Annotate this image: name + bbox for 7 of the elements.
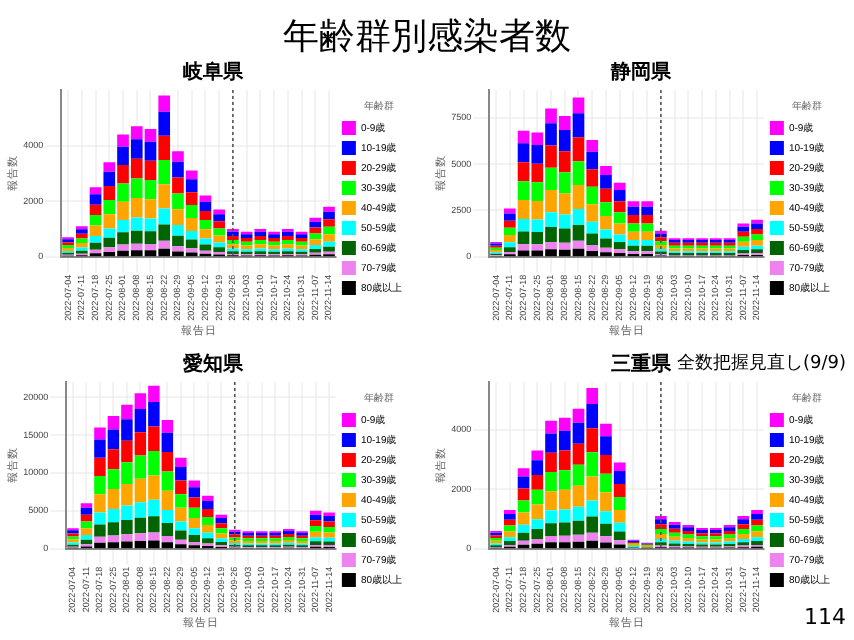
- chart-title: 三重県: [611, 351, 673, 376]
- text: 114: [804, 604, 846, 630]
- chart-title: 岐阜県: [183, 59, 245, 84]
- chart-title: 静岡県: [609, 59, 673, 84]
- chart-title: 愛知県: [183, 351, 245, 376]
- text: 年齢群別感染者数: [281, 14, 573, 60]
- text: 全数把握見直し(9/9): [676, 351, 846, 376]
